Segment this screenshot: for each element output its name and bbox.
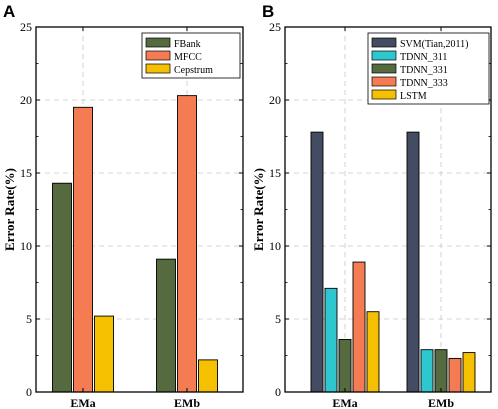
legend-swatch: [145, 50, 171, 61]
bar: [310, 131, 324, 393]
legend-label: TDNN_311: [400, 52, 447, 63]
legend-swatch: [371, 63, 397, 74]
legend-label: LSTM: [400, 91, 427, 102]
bar: [434, 349, 448, 393]
y-tick-label: 15: [20, 166, 32, 180]
bar: [338, 338, 352, 393]
legend-label: TDNN_331: [400, 65, 448, 76]
legend-label: SVM(Tian,2011): [400, 39, 468, 50]
x-category-label: EMa: [332, 396, 357, 409]
legend-swatch: [371, 89, 397, 100]
legend: SVM(Tian,2011) TDNN_311 TDNN_331 TDNN_333 LS…: [367, 32, 490, 105]
legend-label: MFCC: [174, 52, 202, 63]
y-tick-label: 10: [269, 239, 281, 253]
legend: FBank MFCC Cepstrum: [141, 32, 241, 79]
legend-label: FBank: [174, 39, 201, 50]
y-tick-label: 10: [20, 239, 32, 253]
chart-panel-a: A 0 5 10 15 20 25 EMa EMb Error Rate(%) FBank MFCC C…: [2, 2, 244, 409]
y-tick-label: 0: [26, 385, 32, 399]
bar: [448, 357, 462, 393]
bar: [366, 311, 380, 393]
bar: [462, 352, 476, 393]
legend-label: Cepstrum: [174, 65, 213, 76]
bar: [198, 359, 218, 393]
legend-swatch: [145, 63, 171, 74]
y-tick-label: 25: [20, 20, 32, 34]
legend-swatch: [371, 37, 397, 48]
x-category-label: EMa: [70, 396, 95, 409]
bar: [406, 131, 420, 393]
y-tick-label: 25: [269, 20, 281, 34]
legend-swatch: [371, 76, 397, 87]
y-tick-label: 0: [275, 385, 281, 399]
y-axis-label: Error Rate(%): [251, 168, 266, 251]
panel-letter: B: [262, 2, 274, 21]
legend-swatch: [371, 50, 397, 61]
bar: [324, 287, 338, 393]
legend-swatch: [145, 37, 171, 48]
bar: [177, 95, 197, 393]
y-tick-label: 20: [20, 93, 32, 107]
x-category-label: EMb: [174, 396, 200, 409]
y-tick-label: 5: [275, 312, 281, 326]
panel-letter: A: [3, 2, 15, 21]
bar: [52, 182, 72, 393]
bar: [352, 261, 366, 393]
bar: [73, 106, 93, 393]
y-tick-label: 15: [269, 166, 281, 180]
x-category-label: EMb: [428, 396, 454, 409]
y-tick-label: 20: [269, 93, 281, 107]
chart-panel-b: B 0 5 10 15 20 25 EMa EMb Error Rate(%) SVM(Tian,2…: [251, 2, 492, 409]
y-tick-label: 5: [26, 312, 32, 326]
legend-label: TDNN_333: [400, 78, 448, 89]
y-axis-label: Error Rate(%): [2, 168, 17, 251]
bar: [156, 258, 176, 393]
bar: [420, 349, 434, 393]
bar: [94, 315, 114, 393]
